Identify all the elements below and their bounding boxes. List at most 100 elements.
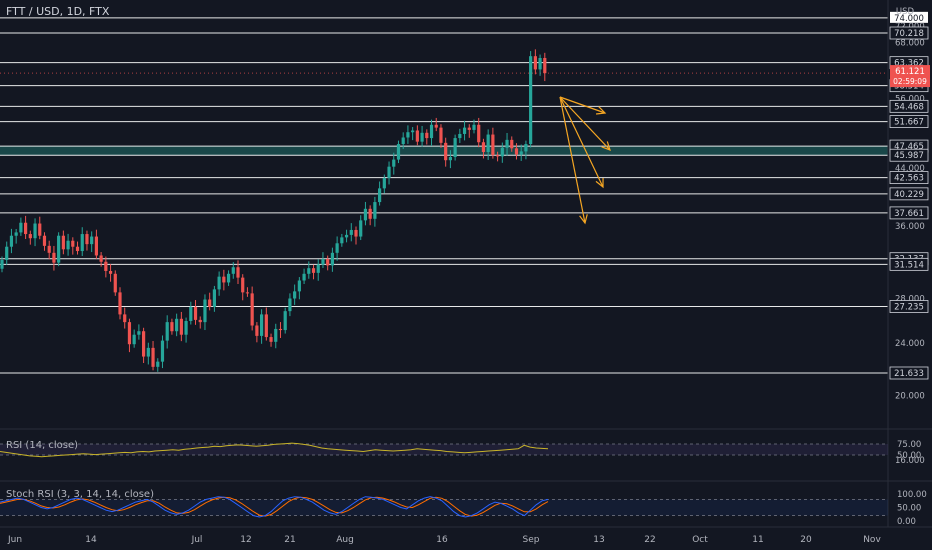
level-price-tag [889, 206, 929, 220]
candle-body [401, 137, 405, 145]
candle-body [33, 223, 37, 239]
candle-body [458, 133, 462, 139]
candle [500, 142, 504, 163]
y-tick-label: 36.000 [895, 222, 925, 232]
candle-body [146, 347, 150, 357]
candle [311, 264, 316, 280]
candle [231, 262, 235, 279]
rsi-band-fill [0, 444, 888, 455]
candle-body [217, 276, 221, 290]
candle [307, 261, 311, 279]
candle-body [344, 234, 349, 238]
candle-body [505, 139, 509, 148]
candle-body [538, 57, 542, 70]
candle [52, 245, 56, 271]
candle-body [429, 124, 434, 139]
candle [274, 323, 278, 349]
rsi-line [0, 442, 549, 458]
candle-body [321, 259, 325, 265]
candle [203, 294, 207, 331]
candle [99, 252, 103, 267]
x-tick-label: Jun [7, 535, 22, 545]
candle-body [529, 56, 533, 145]
candle [108, 264, 113, 282]
candle [75, 241, 80, 255]
candle-body [411, 130, 415, 133]
level-price-label: 70.218 [894, 29, 924, 39]
candle [302, 268, 306, 284]
candle-body [42, 235, 47, 246]
candle-body [47, 245, 51, 253]
y-tick-label: 20.000 [895, 392, 925, 402]
candle-body [38, 223, 42, 236]
y-tick-label: 44.000 [895, 164, 925, 174]
candle-body [99, 255, 103, 262]
projection-arrow [559, 96, 604, 189]
candle [425, 129, 429, 145]
candle-body [415, 130, 419, 142]
candle [264, 307, 268, 341]
x-tick-label: 22 [644, 535, 655, 545]
candle-body [52, 252, 56, 263]
level-price-tag [889, 115, 929, 128]
candle [496, 151, 500, 162]
candle-body [510, 139, 514, 149]
candle-body [264, 314, 268, 338]
candle [392, 152, 396, 175]
candle [198, 316, 202, 329]
arrow-head [579, 214, 588, 225]
candle [420, 125, 424, 147]
projection-arrow [559, 96, 588, 225]
level-price-label: 63.362 [894, 59, 924, 69]
candle-body [533, 56, 537, 70]
top-level-tag [890, 11, 928, 23]
stoch-k-line [0, 496, 549, 518]
candle-body [500, 147, 504, 157]
candle [151, 341, 155, 371]
symbol-header: FTT / USD, 1D, FTX [6, 5, 110, 18]
candle-body [462, 127, 467, 134]
arrow-head [595, 177, 604, 189]
candle [269, 333, 273, 347]
candle [193, 300, 198, 325]
candle [255, 322, 259, 343]
x-tick-label: Nov [863, 535, 881, 545]
candle-body [496, 155, 500, 157]
level-price-label: 31.514 [894, 260, 924, 270]
candle-body [378, 188, 382, 203]
candle-body [94, 236, 98, 256]
x-tick-label: 11 [752, 535, 763, 545]
candle-body [104, 261, 108, 271]
level-price-tag [889, 187, 929, 201]
candle [344, 229, 349, 243]
candle-body [302, 273, 306, 281]
candle-body [278, 328, 283, 331]
candle [288, 293, 292, 317]
candle-body [85, 234, 89, 245]
candle-body [222, 276, 226, 283]
candle [236, 260, 240, 285]
candle [387, 161, 391, 185]
candle [222, 269, 226, 291]
projection-arrow [559, 96, 607, 115]
candle-body [160, 340, 165, 362]
candle-body [118, 292, 122, 315]
candle [170, 318, 174, 335]
candle [491, 127, 495, 159]
rsi-axis-label: 75.00 [897, 440, 921, 450]
candle-body [75, 246, 80, 252]
candle [47, 240, 51, 260]
candle-body [9, 235, 14, 247]
candle-body [486, 134, 490, 153]
candle [293, 284, 297, 305]
candle-body [142, 331, 146, 357]
candle [241, 274, 245, 301]
candle [378, 181, 382, 206]
x-tick-label: Jul [191, 535, 203, 545]
candle [448, 150, 452, 169]
candle-body [354, 229, 358, 237]
candle [113, 270, 117, 296]
candle [510, 136, 514, 152]
candle-body [467, 127, 471, 130]
